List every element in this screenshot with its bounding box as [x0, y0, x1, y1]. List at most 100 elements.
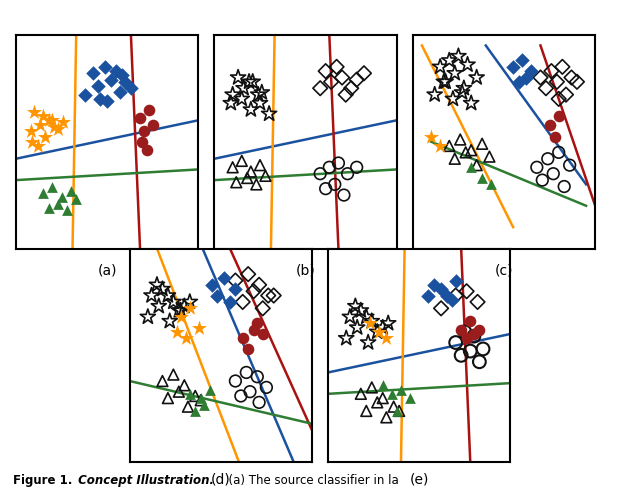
Point — [477, 140, 487, 148]
Point — [321, 185, 331, 193]
Point — [255, 99, 265, 107]
Point — [532, 164, 542, 171]
Point — [459, 84, 469, 92]
Point — [237, 95, 247, 103]
Point — [246, 105, 256, 113]
Point — [93, 82, 103, 90]
Point — [557, 63, 568, 71]
Point — [230, 276, 241, 284]
Point — [245, 388, 255, 396]
Point — [248, 78, 258, 86]
Point — [53, 200, 63, 208]
Point — [168, 298, 179, 306]
Point — [246, 167, 256, 175]
Point — [244, 78, 254, 86]
Point — [194, 324, 204, 331]
Point — [261, 384, 271, 392]
Point — [126, 84, 136, 92]
Point — [472, 74, 482, 82]
Point — [243, 270, 253, 278]
Point — [457, 88, 467, 96]
Point — [230, 377, 241, 385]
Point — [367, 384, 377, 392]
Point — [537, 176, 547, 184]
Point — [144, 105, 154, 113]
Point — [321, 67, 331, 75]
Point — [444, 142, 454, 150]
Point — [44, 116, 54, 124]
Point — [361, 313, 371, 321]
Point — [179, 381, 189, 389]
Point — [135, 114, 145, 122]
Point — [365, 319, 375, 327]
Point — [564, 161, 575, 169]
Point — [243, 345, 253, 353]
Point — [71, 195, 81, 203]
Point — [461, 334, 472, 342]
Point — [388, 403, 399, 411]
Point — [137, 138, 147, 146]
Point — [405, 394, 415, 402]
Point — [252, 180, 262, 188]
Point — [254, 399, 264, 407]
Point — [429, 281, 439, 289]
Point — [154, 302, 164, 310]
Point — [394, 407, 404, 415]
Point — [548, 169, 558, 177]
Point — [447, 296, 457, 304]
Point — [164, 317, 175, 325]
Point — [474, 326, 484, 333]
Point — [40, 133, 51, 141]
Point — [359, 69, 369, 77]
Point — [361, 407, 371, 415]
Point — [508, 63, 518, 71]
Point — [526, 67, 536, 75]
Point — [381, 414, 392, 421]
Point — [566, 74, 577, 82]
Point — [396, 386, 406, 394]
Point — [554, 95, 564, 103]
Point — [185, 298, 195, 306]
Point — [474, 358, 484, 366]
Point — [326, 78, 336, 86]
Point — [436, 304, 446, 312]
Point — [351, 164, 362, 171]
Point — [228, 90, 238, 98]
Point — [472, 161, 482, 169]
Point — [543, 155, 553, 163]
Point — [477, 174, 487, 182]
Point — [423, 292, 433, 300]
Point — [148, 121, 158, 129]
Point — [554, 112, 564, 120]
Point — [521, 74, 531, 82]
Point — [207, 281, 217, 289]
Point — [451, 338, 461, 346]
Point — [550, 133, 560, 141]
Point — [255, 161, 265, 169]
Point — [468, 332, 479, 340]
Point — [381, 334, 392, 342]
Point — [220, 274, 230, 282]
Point — [450, 69, 460, 77]
Point — [324, 164, 335, 171]
Point — [257, 88, 267, 96]
Point — [116, 72, 127, 80]
Point — [372, 399, 382, 407]
Point — [248, 326, 259, 333]
Point — [241, 368, 252, 376]
Point — [517, 57, 527, 65]
Text: Figure 1.: Figure 1. — [13, 474, 72, 487]
Point — [332, 63, 342, 71]
Text: (e): (e) — [410, 472, 429, 486]
Point — [139, 127, 149, 135]
Point — [66, 187, 76, 195]
Point — [465, 317, 476, 325]
Point — [28, 138, 38, 146]
Point — [450, 155, 460, 163]
Point — [387, 390, 397, 398]
Point — [115, 88, 125, 96]
Point — [252, 319, 262, 327]
Point — [535, 74, 545, 82]
Point — [56, 193, 67, 201]
Point — [175, 307, 186, 315]
